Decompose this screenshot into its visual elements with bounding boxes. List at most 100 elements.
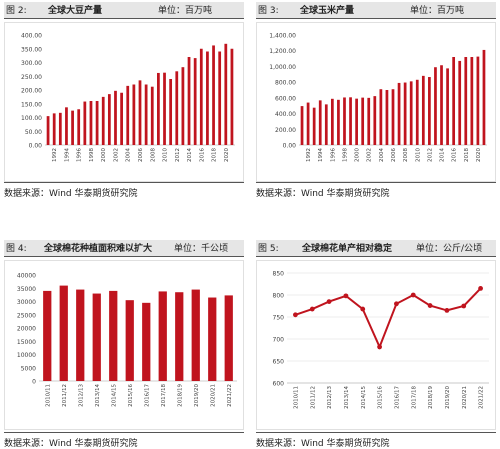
x-tick-label: 2016/17	[144, 384, 150, 407]
data-point	[461, 303, 467, 309]
bar	[158, 291, 167, 381]
plot-area: 600 650 700 750 800 850 2010/11 2011/12 2012/13 2…	[256, 260, 496, 430]
plot-area: 0.00 200.00 400.00 600.00 800.00 1,000.00 1,20…	[256, 22, 496, 182]
y-tick-label: 30000	[17, 299, 36, 306]
bar	[71, 110, 74, 145]
bar	[482, 49, 486, 145]
bar	[415, 79, 419, 145]
x-tick-label: 2000	[101, 148, 107, 162]
x-tick-label: 2018/19	[428, 386, 434, 409]
y-tick-label: 15000	[17, 339, 36, 346]
bar	[349, 97, 352, 145]
y-tick-label: 5000	[21, 365, 36, 372]
y-tick-label: 350.00	[21, 46, 42, 53]
bar	[355, 98, 358, 145]
x-tick-label: 2006	[138, 148, 144, 162]
x-tick-label: 2013/14	[95, 384, 101, 407]
bar	[224, 295, 233, 381]
bar	[109, 290, 118, 381]
y-tick-label: 1,400.00	[269, 33, 296, 40]
bar	[458, 60, 462, 145]
x-tick-label: 1992	[52, 148, 58, 162]
x-tick-label: 1994	[318, 148, 324, 162]
x-tick-label: 2012/13	[78, 384, 84, 407]
bar	[187, 57, 191, 145]
bar	[391, 89, 395, 145]
y-tick-label: 10000	[17, 352, 36, 359]
x-tick-label: 2011/12	[62, 384, 68, 407]
bar	[428, 77, 431, 145]
x-tick-label: 2016	[452, 148, 458, 162]
y-tick-label: 700	[273, 337, 285, 344]
bar	[312, 107, 316, 145]
chart-svg: 0.00 50.00 100.00 150.00 200.00 250.00 300.00 3…	[21, 33, 235, 162]
x-tick-label: 2017/18	[161, 384, 167, 407]
bar	[330, 98, 334, 145]
chart-svg: 0 5000 10000 15000 20000 25000 30000 35000 40000…	[17, 273, 237, 407]
bar	[434, 67, 437, 145]
bar	[95, 101, 99, 145]
chart-svg: 0.00 200.00 400.00 600.00 800.00 1,000.00 1,20…	[269, 33, 487, 162]
bar	[126, 85, 130, 145]
chart-title: 全球棉花种植面积难以扩大	[44, 244, 153, 254]
bar	[306, 102, 310, 145]
data-point	[309, 306, 315, 312]
y-tick-label: 150.00	[21, 101, 42, 108]
bar	[397, 82, 401, 145]
y-tick-label: 0.00	[283, 143, 297, 150]
bar	[452, 57, 456, 145]
bar	[150, 86, 154, 145]
y-tick-label: 1,200.00	[269, 48, 296, 55]
bar	[101, 96, 105, 145]
x-tick-label: 2020	[476, 148, 482, 162]
data-point	[478, 286, 483, 291]
chart-panel-cotton-yield: 图 5: 全球棉花单产相对稳定 单位：公斤/公顷 600 650 700 750 800…	[256, 238, 496, 449]
bar	[144, 84, 148, 145]
y-tick-label: 40000	[17, 273, 36, 280]
bar	[218, 51, 222, 145]
chart-header: 图 2: 全球大豆产量 单位：百万吨	[4, 2, 244, 19]
x-tick-label: 2002	[113, 148, 119, 162]
y-tick-label: 800	[273, 293, 285, 300]
bar	[76, 289, 85, 381]
bar	[464, 57, 468, 145]
chart-header: 图 4: 全球棉花种植面积难以扩大 单位：千公顷	[4, 240, 244, 257]
bar	[403, 82, 407, 145]
source-note: 数据来源：Wind 华泰期货研究院	[4, 182, 244, 199]
chart-unit: 单位：千公顷	[174, 244, 229, 254]
bar	[421, 75, 425, 145]
bar	[440, 65, 443, 145]
y-tick-label: 300.00	[21, 60, 42, 67]
figure-number: 图 3:	[258, 6, 279, 16]
x-tick-label: 2018	[212, 148, 218, 162]
x-tick-label: 2000	[355, 148, 361, 162]
bar	[230, 48, 234, 145]
figure-number: 图 5:	[258, 244, 279, 254]
x-tick-label: 2016	[199, 148, 205, 162]
x-tick-label: 2002	[367, 148, 373, 162]
bar	[337, 99, 340, 145]
y-tick-label: 600	[273, 381, 285, 388]
bar	[175, 292, 184, 381]
bar	[181, 67, 185, 145]
bar	[83, 101, 87, 145]
data-point	[394, 301, 399, 307]
bar	[114, 90, 117, 145]
y-tick-label: 650	[273, 359, 285, 366]
bar	[46, 116, 50, 145]
y-tick-label: 200.00	[21, 88, 42, 95]
data-point	[343, 293, 349, 299]
y-tick-label: 1,000.00	[269, 64, 296, 71]
bar	[476, 56, 480, 145]
y-tick-label: 750	[273, 315, 285, 322]
chart-panel-corn: 图 3: 全球玉米产量 单位：百万吨 0.00 200.00 400.00 600.0…	[256, 0, 496, 200]
y-tick-label: 600.00	[275, 95, 296, 102]
data-point	[444, 308, 450, 313]
y-tick-label: 100.00	[21, 115, 42, 122]
chart-unit: 单位：百万吨	[410, 6, 465, 16]
x-tick-label: 2021/22	[479, 386, 485, 409]
x-tick-label: 2016/17	[394, 386, 400, 409]
data-point	[326, 299, 332, 304]
plot-area: 0 5000 10000 15000 20000 25000 30000 35000 40000…	[4, 260, 244, 430]
bar	[300, 106, 304, 145]
